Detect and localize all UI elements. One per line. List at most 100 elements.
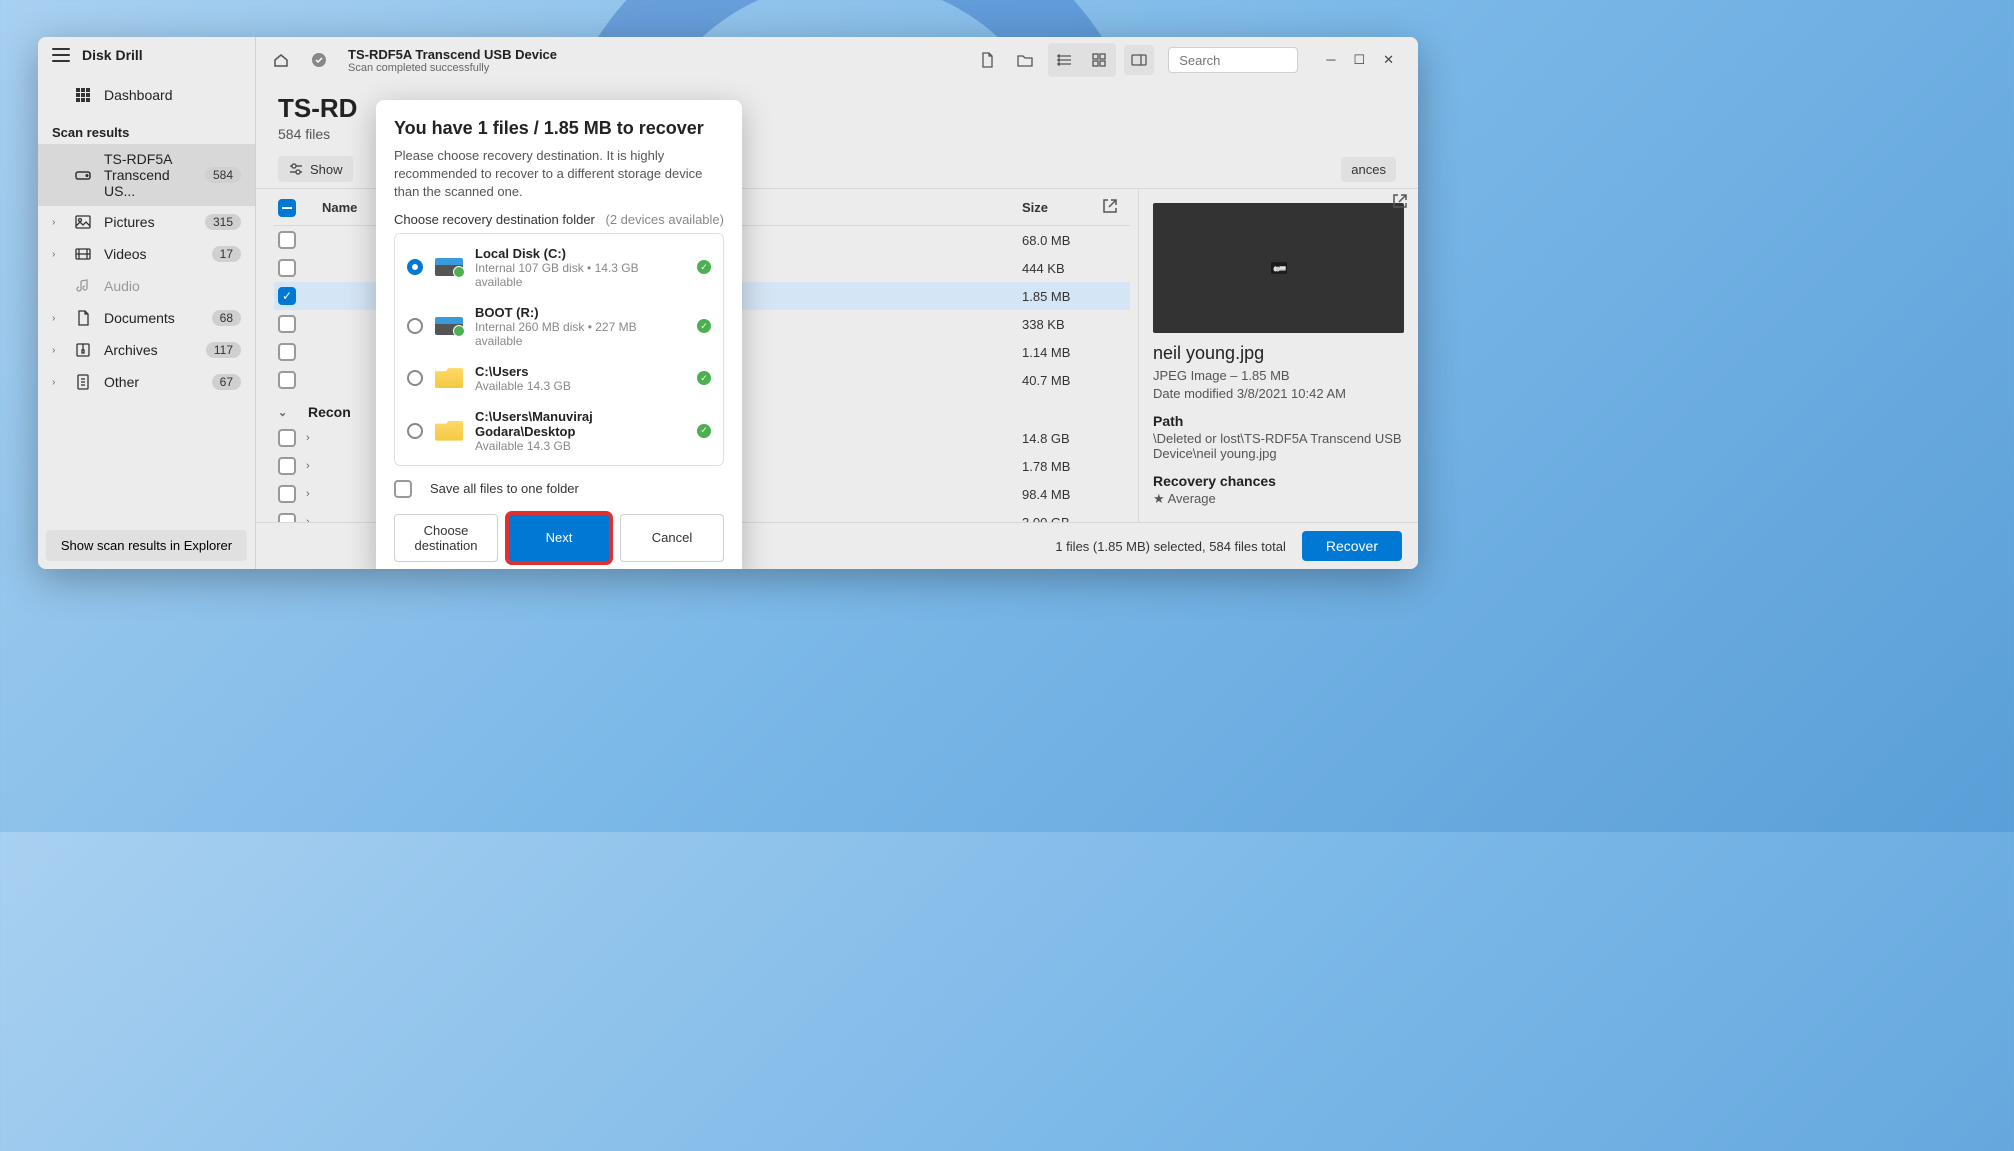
sidebar-item-videos[interactable]: › Videos 17: [38, 238, 255, 270]
save-one-folder-checkbox[interactable]: [394, 480, 412, 498]
maximize-button[interactable]: ☐: [1353, 52, 1365, 68]
cancel-button[interactable]: Cancel: [620, 514, 724, 562]
choose-folder-label: Choose recovery destination folder: [394, 212, 595, 227]
recovery-destination-modal: You have 1 files / 1.85 MB to recover Pl…: [376, 100, 742, 569]
folder-icon[interactable]: [1010, 45, 1040, 75]
recover-button[interactable]: Recover: [1302, 531, 1402, 561]
archives-icon: [74, 341, 92, 359]
audio-icon: [74, 277, 92, 295]
sidebar-item-dashboard[interactable]: Dashboard: [38, 79, 255, 111]
chances-filter-button[interactable]: ances: [1341, 157, 1396, 182]
topbar-title: TS-RDF5A Transcend USB Device: [348, 47, 964, 62]
destination-option[interactable]: C:\Users Available 14.3 GB ✓: [395, 356, 723, 401]
count-badge: 67: [212, 374, 241, 390]
preview-toggle-icon[interactable]: [1124, 45, 1154, 75]
modal-body: Please choose recovery destination. It i…: [394, 147, 724, 202]
destination-option[interactable]: C:\Users\Manuviraj Godara\Desktop Availa…: [395, 401, 723, 461]
sidebar-label: TS-RDF5A Transcend US...: [104, 151, 193, 199]
file-size: 3.00 GB: [1022, 515, 1102, 523]
ok-badge-icon: ✓: [697, 371, 711, 385]
row-checkbox[interactable]: ✓: [278, 287, 296, 305]
file-size: 338 KB: [1022, 317, 1102, 332]
sidebar-item-archives[interactable]: › Archives 117: [38, 334, 255, 366]
check-circle-icon[interactable]: [304, 45, 334, 75]
videos-icon: [74, 245, 92, 263]
count-badge: 117: [206, 342, 241, 358]
preview-type: JPEG Image – 1.85 MB: [1153, 368, 1404, 383]
minimize-button[interactable]: ─: [1326, 52, 1335, 68]
row-checkbox[interactable]: [278, 343, 296, 361]
ok-badge-icon: ✓: [697, 260, 711, 274]
next-button[interactable]: Next: [508, 514, 610, 562]
row-checkbox[interactable]: [278, 429, 296, 447]
preview-filename: neil young.jpg: [1153, 343, 1404, 364]
disk-icon: [435, 258, 463, 276]
hamburger-menu[interactable]: [52, 48, 70, 62]
group-label: Recon: [308, 404, 351, 420]
row-checkbox[interactable]: [278, 457, 296, 475]
search-input[interactable]: [1168, 47, 1298, 73]
count-badge: 68: [212, 310, 241, 326]
destination-detail: Available 14.3 GB: [475, 439, 685, 453]
row-checkbox[interactable]: [278, 259, 296, 277]
home-icon[interactable]: [266, 45, 296, 75]
file-icon[interactable]: [972, 45, 1002, 75]
ok-badge-icon: ✓: [697, 424, 711, 438]
row-checkbox[interactable]: [278, 231, 296, 249]
sidebar-item-audio[interactable]: Audio: [38, 270, 255, 302]
preview-path: \Deleted or lost\TS-RDF5A Transcend USB …: [1153, 431, 1404, 461]
destination-name: Local Disk (C:): [475, 246, 685, 261]
file-size: 444 KB: [1022, 261, 1102, 276]
sidebar-label: Other: [104, 374, 200, 390]
disk-icon: [435, 317, 463, 335]
radio-button[interactable]: [407, 423, 423, 439]
file-size: 40.7 MB: [1022, 373, 1102, 388]
path-label: Path: [1153, 413, 1404, 429]
destination-option[interactable]: Local Disk (C:) Internal 107 GB disk • 1…: [395, 238, 723, 297]
topbar-subtitle: Scan completed successfully: [348, 62, 964, 74]
ok-badge-icon: ✓: [697, 319, 711, 333]
sidebar-item-documents[interactable]: › Documents 68: [38, 302, 255, 334]
preview-modified: Date modified 3/8/2021 10:42 AM: [1153, 386, 1404, 401]
grid-view-icon[interactable]: [1084, 45, 1114, 75]
close-button[interactable]: ✕: [1383, 52, 1394, 68]
folder-icon: [435, 421, 463, 441]
show-filter-button[interactable]: Show: [278, 156, 353, 182]
preview-panel: neil young.jpg JPEG Image – 1.85 MB Date…: [1138, 189, 1418, 522]
select-all-checkbox[interactable]: [278, 199, 296, 217]
sidebar-item-pictures[interactable]: › Pictures 315: [38, 206, 255, 238]
sidebar-label: Audio: [104, 278, 241, 294]
file-size: 1.14 MB: [1022, 345, 1102, 360]
row-checkbox[interactable]: [278, 485, 296, 503]
external-link-icon[interactable]: [1102, 198, 1126, 217]
sidebar-label: Videos: [104, 246, 200, 262]
sidebar-label: Dashboard: [104, 87, 241, 103]
preview-thumbnail: [1153, 203, 1404, 333]
sidebar-section-header: Scan results: [38, 117, 255, 144]
sidebar: Disk Drill Dashboard Scan results TS-RDF…: [38, 37, 256, 569]
radio-button[interactable]: [407, 370, 423, 386]
sidebar-label: Archives: [104, 342, 194, 358]
destination-detail: Available 14.3 GB: [475, 379, 685, 393]
destination-name: C:\Users\Manuviraj Godara\Desktop: [475, 409, 685, 439]
folder-icon: [435, 368, 463, 388]
app-window: Disk Drill Dashboard Scan results TS-RDF…: [38, 37, 1418, 569]
preview-chances: ★ Average: [1153, 491, 1404, 507]
row-checkbox[interactable]: [278, 371, 296, 389]
destination-option[interactable]: BOOT (R:) Internal 260 MB disk • 227 MB …: [395, 297, 723, 356]
choose-destination-button[interactable]: Choose destination: [394, 514, 498, 562]
sidebar-item-drive[interactable]: TS-RDF5A Transcend US... 584: [38, 144, 255, 206]
other-icon: [74, 373, 92, 391]
list-view-icon[interactable]: [1050, 45, 1080, 75]
radio-button[interactable]: [407, 318, 423, 334]
row-checkbox[interactable]: [278, 315, 296, 333]
sidebar-item-other[interactable]: › Other 67: [38, 366, 255, 398]
topbar: TS-RDF5A Transcend USB Device Scan compl…: [256, 37, 1418, 83]
row-checkbox[interactable]: [278, 513, 296, 522]
column-size[interactable]: Size: [1022, 200, 1102, 215]
show-in-explorer-button[interactable]: Show scan results in Explorer: [46, 530, 247, 561]
radio-button[interactable]: [407, 259, 423, 275]
open-external-icon[interactable]: [1392, 193, 1408, 214]
documents-icon: [74, 309, 92, 327]
show-label: Show: [310, 162, 343, 177]
